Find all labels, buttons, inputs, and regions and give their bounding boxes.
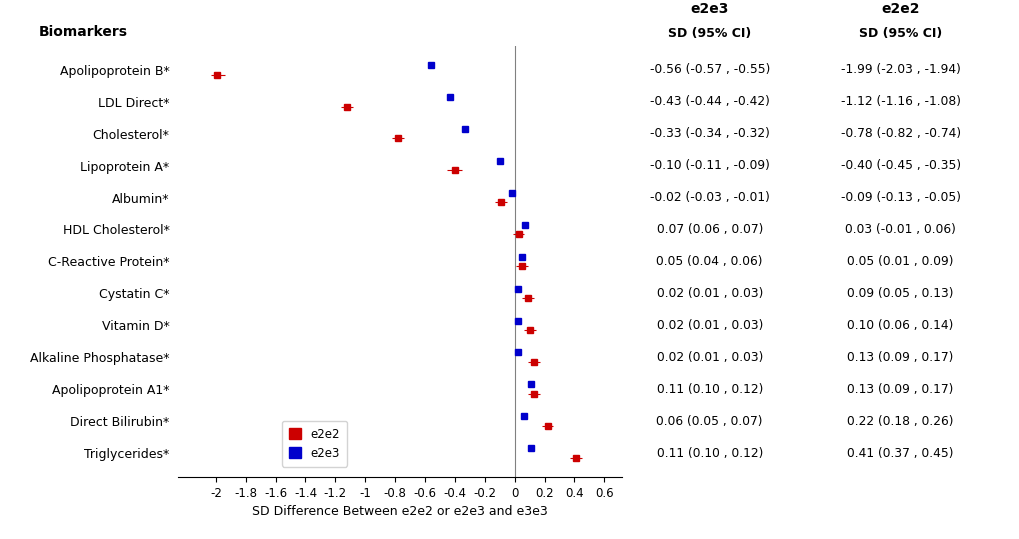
Text: -1.99 (-2.03 , -1.94): -1.99 (-2.03 , -1.94) bbox=[840, 63, 960, 77]
X-axis label: SD Difference Between e2e2 or e2e3 and e3e3: SD Difference Between e2e2 or e2e3 and e… bbox=[253, 505, 547, 519]
Text: 0.10 (0.06 , 0.14): 0.10 (0.06 , 0.14) bbox=[847, 319, 953, 332]
Text: -0.56 (-0.57 , -0.55): -0.56 (-0.57 , -0.55) bbox=[649, 63, 769, 77]
Text: -0.43 (-0.44 , -0.42): -0.43 (-0.44 , -0.42) bbox=[649, 95, 769, 108]
Text: -0.02 (-0.03 , -0.01): -0.02 (-0.03 , -0.01) bbox=[649, 191, 769, 204]
Text: 0.06 (0.05 , 0.07): 0.06 (0.05 , 0.07) bbox=[656, 414, 762, 427]
Text: 0.07 (0.06 , 0.07): 0.07 (0.06 , 0.07) bbox=[656, 223, 762, 236]
Text: 0.11 (0.10 , 0.12): 0.11 (0.10 , 0.12) bbox=[656, 383, 762, 396]
Text: 0.02 (0.01 , 0.03): 0.02 (0.01 , 0.03) bbox=[656, 351, 762, 364]
Text: 0.13 (0.09 , 0.17): 0.13 (0.09 , 0.17) bbox=[847, 383, 953, 396]
Text: 0.05 (0.01 , 0.09): 0.05 (0.01 , 0.09) bbox=[847, 255, 953, 268]
Text: e2e3: e2e3 bbox=[690, 2, 729, 16]
Text: 0.03 (-0.01 , 0.06): 0.03 (-0.01 , 0.06) bbox=[845, 223, 955, 236]
Text: 0.13 (0.09 , 0.17): 0.13 (0.09 , 0.17) bbox=[847, 351, 953, 364]
Text: -0.10 (-0.11 , -0.09): -0.10 (-0.11 , -0.09) bbox=[649, 159, 769, 172]
Legend: e2e2, e2e3: e2e2, e2e3 bbox=[281, 421, 346, 467]
Text: -1.12 (-1.16 , -1.08): -1.12 (-1.16 , -1.08) bbox=[840, 95, 960, 108]
Text: SD (95% CI): SD (95% CI) bbox=[667, 27, 751, 40]
Text: -0.09 (-0.13 , -0.05): -0.09 (-0.13 , -0.05) bbox=[840, 191, 960, 204]
Text: 0.41 (0.37 , 0.45): 0.41 (0.37 , 0.45) bbox=[847, 446, 953, 460]
Text: -0.40 (-0.45 , -0.35): -0.40 (-0.45 , -0.35) bbox=[840, 159, 960, 172]
Text: 0.05 (0.04 , 0.06): 0.05 (0.04 , 0.06) bbox=[656, 255, 762, 268]
Text: 0.22 (0.18 , 0.26): 0.22 (0.18 , 0.26) bbox=[847, 414, 953, 427]
Text: e2e2: e2e2 bbox=[880, 2, 919, 16]
Text: 0.09 (0.05 , 0.13): 0.09 (0.05 , 0.13) bbox=[847, 287, 953, 300]
Text: 0.11 (0.10 , 0.12): 0.11 (0.10 , 0.12) bbox=[656, 446, 762, 460]
Text: 0.02 (0.01 , 0.03): 0.02 (0.01 , 0.03) bbox=[656, 287, 762, 300]
Text: -0.33 (-0.34 , -0.32): -0.33 (-0.34 , -0.32) bbox=[649, 127, 769, 140]
Text: Biomarkers: Biomarkers bbox=[39, 25, 127, 39]
Text: 0.02 (0.01 , 0.03): 0.02 (0.01 , 0.03) bbox=[656, 319, 762, 332]
Text: -0.78 (-0.82 , -0.74): -0.78 (-0.82 , -0.74) bbox=[840, 127, 960, 140]
Text: SD (95% CI): SD (95% CI) bbox=[858, 27, 942, 40]
